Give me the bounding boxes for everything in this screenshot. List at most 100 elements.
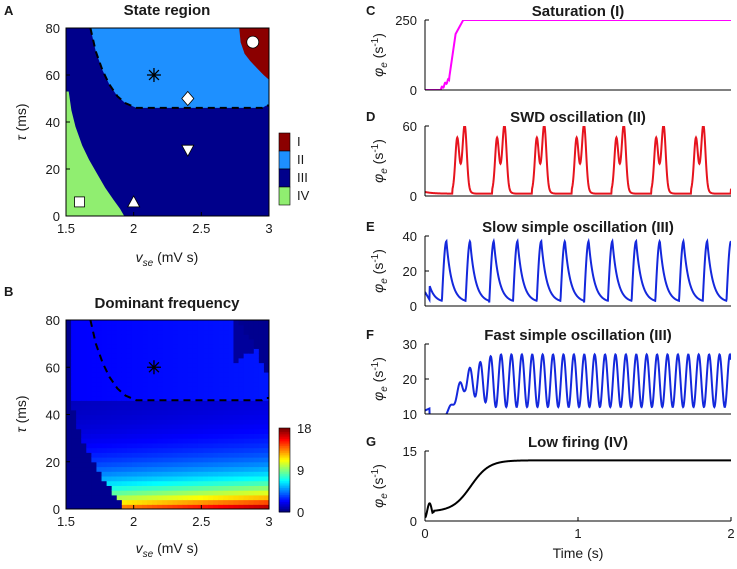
colorbar-segment [279,475,290,478]
heatmap-cell [192,438,199,444]
colorbar-segment [279,454,290,457]
heatmap-cell [126,433,133,439]
heatmap-cell [121,499,128,505]
legend-swatch-iii [278,168,291,188]
heatmap-cell [126,480,133,486]
heatmap-cell [106,433,113,439]
heatmap-cell [81,405,87,411]
heatmap-cell [96,452,103,458]
heatmap-cell [116,471,123,477]
heatmap-cell [116,343,123,349]
heatmap-cell [71,475,77,482]
heatmap-cell [243,362,250,368]
heatmap-cell [223,419,229,425]
panel-a-region-iv [66,91,125,216]
heatmap-cell [167,457,174,463]
heatmap-cell [238,480,245,486]
heatmap-cell [162,362,169,368]
heatmap-cell [197,485,204,491]
heatmap-cell [243,442,250,449]
panel-a-xlabel: vse (mV s) [136,249,199,269]
heatmap-cell [223,348,229,354]
heatmap-cell [131,334,138,340]
heatmap-cell [142,490,148,496]
heatmap-cell [253,461,260,468]
heatmap-cell [111,376,118,383]
heatmap-cell [248,329,255,335]
heatmap-cell [203,357,209,364]
heatmap-cell [192,480,199,486]
heatmap-cell [91,442,98,449]
heatmap-cell [157,320,164,326]
heatmap-cell [101,390,108,397]
heatmap-cell [167,334,174,340]
heatmap-cell [106,471,113,477]
heatmap-cell [182,485,189,491]
heatmap-cell [142,457,148,463]
heatmap-cell [218,395,224,401]
heatmap-cell [106,334,113,340]
heatmap-cell [91,494,98,501]
heatmap-cell [96,499,103,505]
heatmap-cell [126,320,133,326]
heatmap-cell [126,334,133,340]
heatmap-cell [121,324,128,331]
heatmap-cell [233,386,240,392]
heatmap-cell [116,414,123,420]
heatmap-cell [203,343,209,349]
heatmap-cell [91,475,98,482]
heatmap-cell [81,504,87,509]
heatmap-cell [116,362,123,368]
heatmap-cell [263,466,269,472]
heatmap-cell [177,490,184,496]
heatmap-cell [192,452,199,458]
heatmap-cell [111,442,118,449]
heatmap-cell [197,381,204,387]
heatmap-cell [238,381,245,387]
heatmap-cell [192,376,199,383]
heatmap-cell [172,381,179,387]
heatmap-cell [116,338,123,345]
heatmap-cell [111,428,118,434]
heatmap-cell [218,386,224,392]
heatmap-cell [187,433,194,439]
panel-d-ytick-label: 0 [410,189,417,204]
heatmap-cell [238,433,245,439]
heatmap-cell [66,353,72,359]
heatmap-cell [157,499,164,505]
heatmap-cell [121,371,128,378]
heatmap-cell [243,376,250,383]
heatmap-cell [228,466,235,472]
heatmap-cell [66,329,72,335]
heatmap-cell [218,499,224,505]
heatmap-cell [258,461,265,468]
heatmap-cell [111,494,118,501]
heatmap-cell [223,442,229,449]
heatmap-cell [91,362,98,368]
heatmap-cell [131,494,138,501]
heatmap-cell [116,475,123,482]
heatmap-cell [111,409,118,416]
heatmap-cell [197,362,204,368]
heatmap-cell [131,348,138,354]
heatmap-cell [162,428,169,434]
heatmap-cell [192,405,199,411]
heatmap-cell [126,447,133,453]
heatmap-cell [208,433,214,439]
heatmap-cell [238,457,245,463]
heatmap-cell [147,353,153,359]
heatmap-cell [131,376,138,383]
heatmap-cell [157,461,164,468]
heatmap-cell [142,466,148,472]
heatmap-cell [111,461,118,468]
heatmap-cell [121,480,128,486]
heatmap-cell [121,376,128,383]
heatmap-cell [182,442,189,449]
heatmap-cell [213,348,219,354]
colorbar-segment [279,431,290,434]
heatmap-cell [243,452,250,458]
heatmap-cell [71,338,77,345]
heatmap-cell [86,480,92,486]
heatmap-cell [121,419,128,425]
